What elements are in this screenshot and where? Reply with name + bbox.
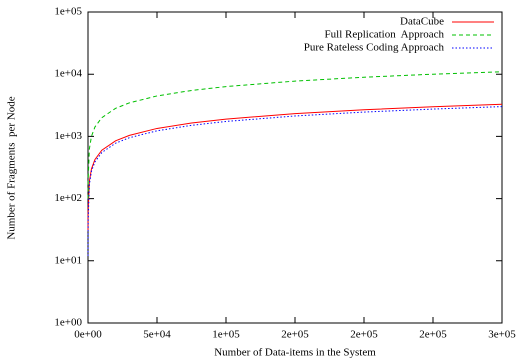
y-axis-label: Number of Fragments per Node [6, 96, 18, 239]
legend-label: DataCube [400, 16, 444, 28]
y-tick-label: 1e+02 [54, 192, 82, 204]
x-tick-label: 2e+05 [350, 329, 378, 341]
series-line [87, 71, 503, 199]
series-line [87, 103, 503, 232]
x-tick-label: 2e+05 [419, 329, 447, 341]
x-tick-label: 1e+05 [212, 329, 240, 341]
legend-label: Full Replication Approach [325, 29, 445, 41]
x-tick-label: 2e+05 [281, 329, 309, 341]
x-axis-label: Number of Data-items in the System [214, 347, 376, 359]
plot-frame [87, 11, 503, 324]
y-tick-label: 1e+05 [54, 6, 82, 18]
y-tick-label: 1e+01 [54, 254, 82, 266]
x-tick-label: 0e+00 [74, 329, 102, 341]
series-line [87, 106, 503, 256]
legend-label: Pure Rateless Coding Approach [304, 42, 445, 54]
x-tick-label: 3e+05 [488, 329, 516, 341]
y-tick-label: 1e+00 [54, 317, 82, 329]
x-tick-label: 5e+04 [143, 329, 171, 341]
y-tick-label: 1e+03 [54, 130, 82, 142]
y-tick-label: 1e+04 [54, 68, 82, 80]
